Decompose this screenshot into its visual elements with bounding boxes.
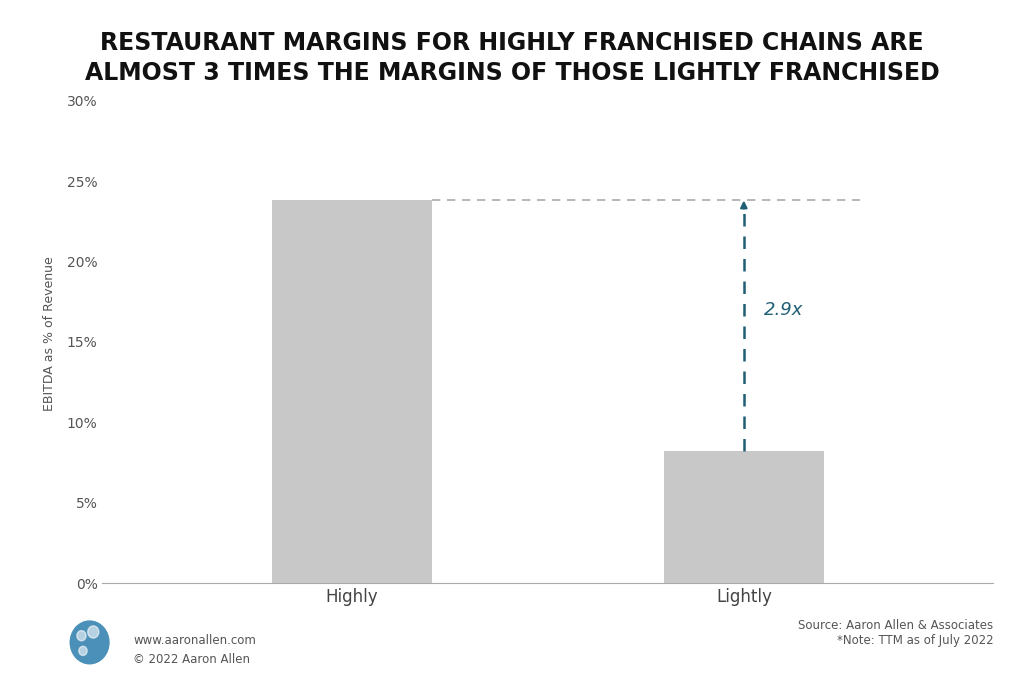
Circle shape — [88, 626, 98, 638]
Y-axis label: EBITDA as % of Revenue: EBITDA as % of Revenue — [43, 256, 55, 412]
Text: Source: Aaron Allen & Associates
*Note: TTM as of July 2022: Source: Aaron Allen & Associates *Note: … — [798, 620, 993, 647]
Bar — [664, 452, 824, 583]
Circle shape — [79, 646, 87, 656]
Text: 2.9x: 2.9x — [764, 301, 803, 319]
Circle shape — [77, 631, 86, 641]
Bar — [271, 201, 432, 583]
Text: ALMOST 3 TIMES THE MARGINS OF THOSE LIGHTLY FRANCHISED: ALMOST 3 TIMES THE MARGINS OF THOSE LIGH… — [85, 61, 939, 85]
Text: RESTAURANT MARGINS FOR HIGHLY FRANCHISED CHAINS ARE: RESTAURANT MARGINS FOR HIGHLY FRANCHISED… — [100, 31, 924, 54]
Text: © 2022 Aaron Allen: © 2022 Aaron Allen — [133, 653, 250, 666]
Text: www.aaronallen.com: www.aaronallen.com — [133, 635, 256, 647]
Circle shape — [71, 621, 109, 664]
